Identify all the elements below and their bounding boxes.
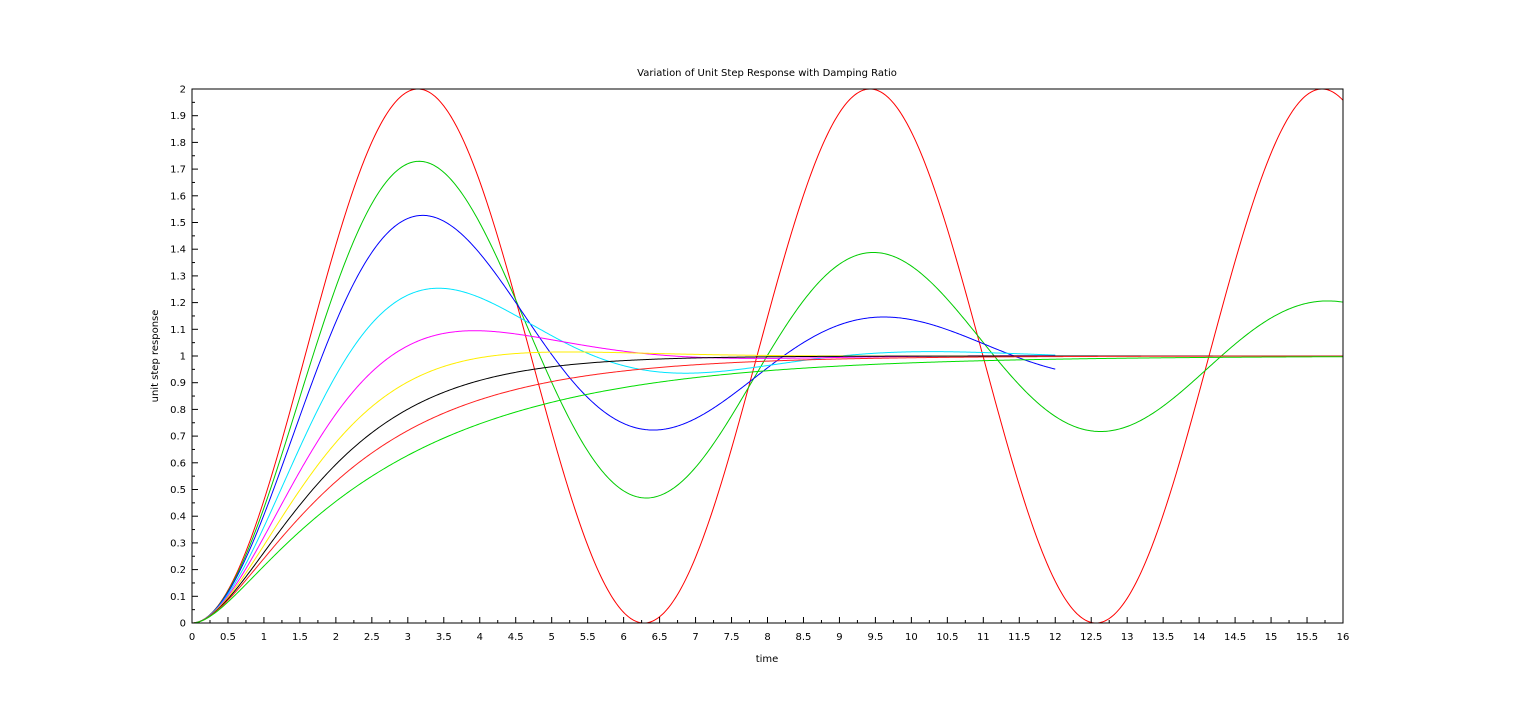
- y-tick-label: 1.5: [170, 218, 186, 229]
- y-tick-label: 0.5: [170, 485, 186, 496]
- series-layer: [191, 88, 1344, 624]
- x-tick-label: 9.5: [867, 632, 883, 643]
- y-tick-label: 1.9: [170, 111, 186, 122]
- x-tick-label: 8: [764, 632, 770, 643]
- series-line-4: [191, 330, 1056, 624]
- x-axis-label: time: [756, 654, 779, 665]
- axis-layer: 0 0.5 1 1.5 2 2.5 3 3.5 4 4.5 5 5.5 6 6.5 7 7.5 8 8.5 9 9.5…: [170, 85, 1349, 644]
- series-line-6: [191, 355, 1343, 624]
- x-tick-label: 8.5: [796, 632, 812, 643]
- x-tick-label: 12.5: [1080, 632, 1102, 643]
- y-tick-label: 0.9: [170, 378, 186, 389]
- x-tick-label: 0.5: [220, 632, 236, 643]
- x-tick-label: 7: [692, 632, 698, 643]
- x-tick-label: 10: [905, 632, 918, 643]
- y-tick-label: 0: [180, 619, 186, 630]
- y-tick-label: 0.1: [170, 592, 186, 603]
- x-tick-label: 13: [1121, 632, 1134, 643]
- x-tick-label: 2: [333, 632, 339, 643]
- x-tick-label: 12: [1049, 632, 1062, 643]
- y-tick-label: 0.2: [170, 565, 186, 576]
- series-line-2: [191, 214, 1056, 624]
- x-tick-label: 4.5: [508, 632, 524, 643]
- x-tick-label: 2.5: [364, 632, 380, 643]
- series-line-0: [191, 88, 1344, 624]
- series-line-8: [191, 356, 1344, 624]
- x-tick-label: 11: [977, 632, 990, 643]
- x-tick-label: 4: [477, 632, 483, 643]
- x-tick-label: 14: [1193, 632, 1206, 643]
- y-tick-label: 0.3: [170, 538, 186, 549]
- x-tick-label: 1: [261, 632, 267, 643]
- x-tick-label: 5: [549, 632, 555, 643]
- x-tick-label: 14.5: [1224, 632, 1246, 643]
- x-tick-label: 3.5: [436, 632, 452, 643]
- x-tick-label: 6: [620, 632, 626, 643]
- x-tick-label: 6.5: [652, 632, 668, 643]
- series-line-5: [191, 351, 1343, 624]
- y-tick-label: 1.2: [170, 298, 186, 309]
- y-tick-label: 1.8: [170, 138, 186, 149]
- x-tick-label: 15.5: [1296, 632, 1318, 643]
- y-tick-label: 0.8: [170, 405, 186, 416]
- x-tick-label: 1.5: [292, 632, 308, 643]
- y-tick-label: 0.4: [170, 512, 186, 523]
- x-tick-label: 9: [836, 632, 842, 643]
- y-axis-label: unit step response: [150, 310, 161, 403]
- chart-title: Variation of Unit Step Response with Dam…: [637, 68, 897, 79]
- y-tick-label: 1.7: [170, 165, 186, 176]
- x-tick-label: 10.5: [936, 632, 958, 643]
- y-tick-label: 0.6: [170, 458, 186, 469]
- x-tick-label: 11.5: [1008, 632, 1030, 643]
- series-line-1: [191, 160, 1344, 624]
- x-tick-label: 16: [1337, 632, 1350, 643]
- y-tick-label: 0.7: [170, 432, 186, 443]
- y-tick-label: 1.6: [170, 191, 186, 202]
- x-tick-label: 0: [189, 632, 195, 643]
- x-tick-label: 7.5: [724, 632, 740, 643]
- y-tick-label: 1: [180, 352, 186, 363]
- y-tick-label: 2: [180, 85, 186, 96]
- x-tick-label: 3: [405, 632, 411, 643]
- series-line-7: [191, 355, 1343, 624]
- x-tick-label: 5.5: [580, 632, 596, 643]
- x-tick-label: 13.5: [1152, 632, 1174, 643]
- y-tick-label: 1.4: [170, 245, 186, 256]
- y-tick-label: 1.1: [170, 325, 186, 336]
- series-line-3: [191, 287, 1056, 624]
- x-tick-label: 15: [1265, 632, 1278, 643]
- y-tick-label: 1.3: [170, 271, 186, 282]
